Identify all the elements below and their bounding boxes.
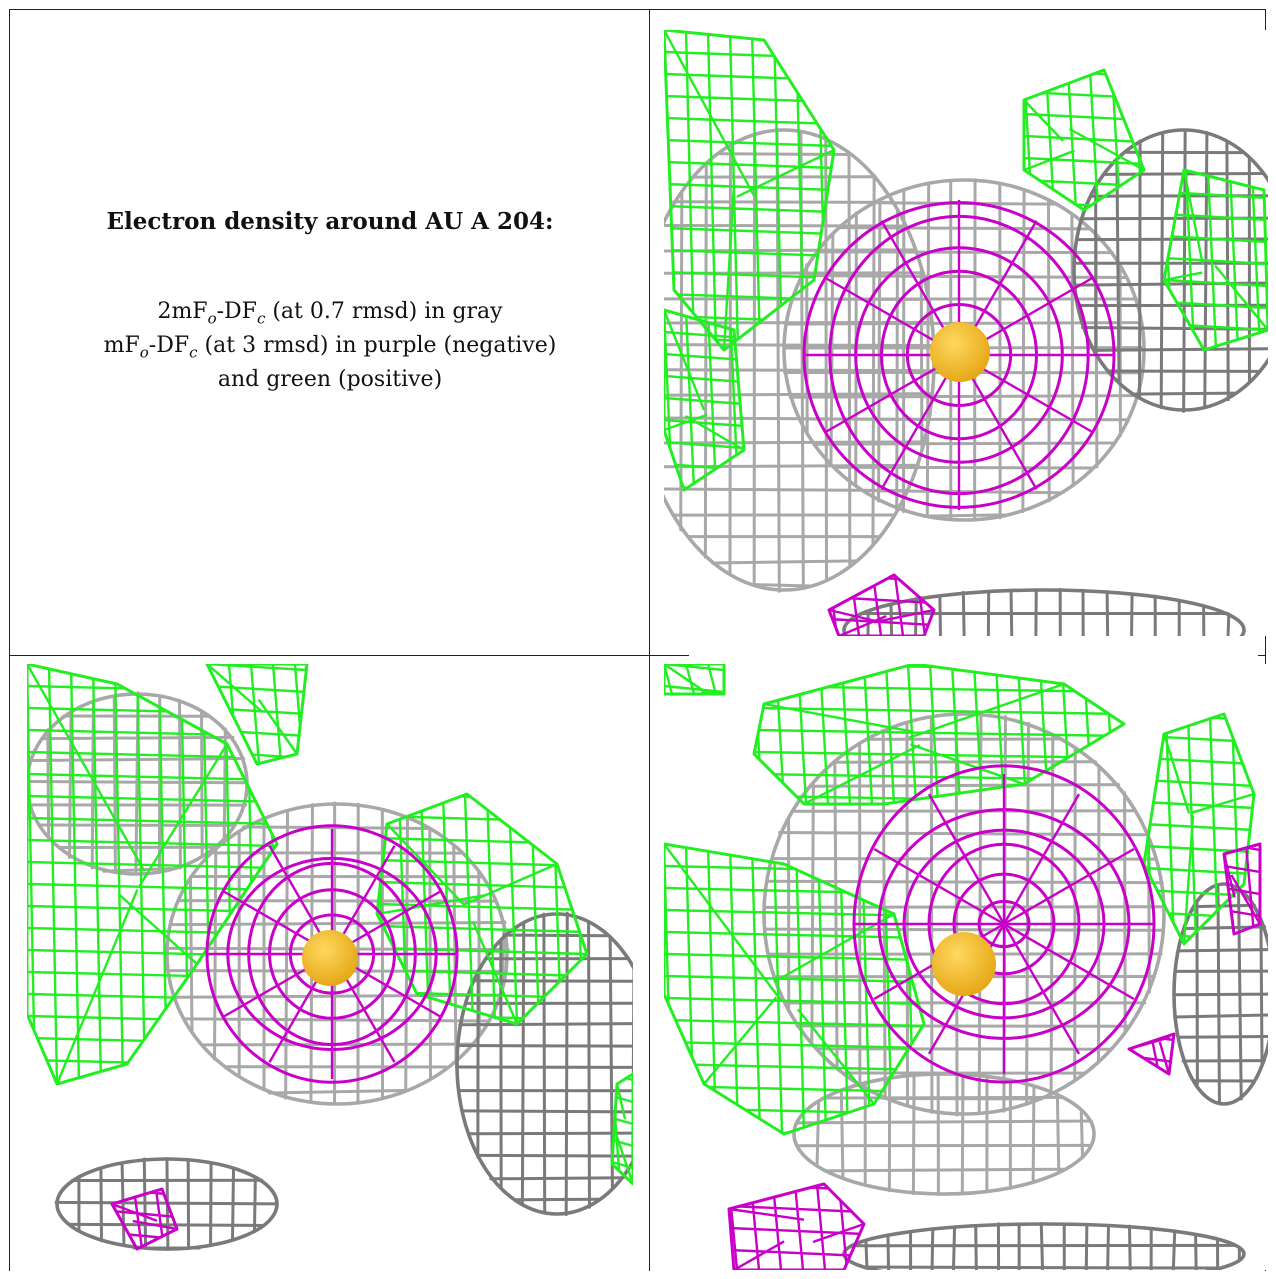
green-mesh-top [205,664,309,766]
gray-mesh-right [1172,882,1268,1106]
gray-mesh-bottom [842,587,1246,636]
caption-line-difference: mFo-DFc (at 3 rmsd) in purple (negative) [103,333,557,362]
purple-mesh-center [852,764,1156,1084]
gray-mesh-right [454,911,633,1217]
green-mesh-top [1022,68,1146,212]
purple-mesh-center [802,200,1116,510]
figure-caption: Electron density around AU A 204: 2mFo-D… [30,205,630,397]
gray-mesh-lower [792,1072,1096,1197]
green-mesh-left [664,30,836,352]
gray-mesh-bottom [842,1222,1246,1270]
caption-line-gray: 2mFo-DFc (at 0.7 rmsd) in gray [157,299,503,328]
density-view-1 [664,30,1268,636]
caption-line-positive: and green (positive) [217,367,443,392]
green-mesh-lower-left [664,308,746,492]
gold-atom-sphere [302,930,358,986]
gold-atom-sphere [932,932,996,996]
gold-atom-sphere [930,322,990,382]
gray-mesh-right [1072,128,1268,413]
green-mesh-corner [664,664,726,696]
row-divider [9,655,689,656]
caption-title: Electron density around AU A 204: [106,208,554,235]
green-mesh-left [27,664,279,1086]
density-view-2 [27,664,633,1270]
column-divider [649,9,650,1271]
purple-mesh-bottom [727,1182,866,1270]
figure-frame [9,9,1266,1271]
purple-mesh-small [1127,1032,1176,1076]
row-divider-right-stub [1258,655,1266,656]
purple-mesh-right [1222,842,1262,936]
gray-mesh-bottom [54,1157,279,1252]
density-view-3 [664,664,1268,1270]
